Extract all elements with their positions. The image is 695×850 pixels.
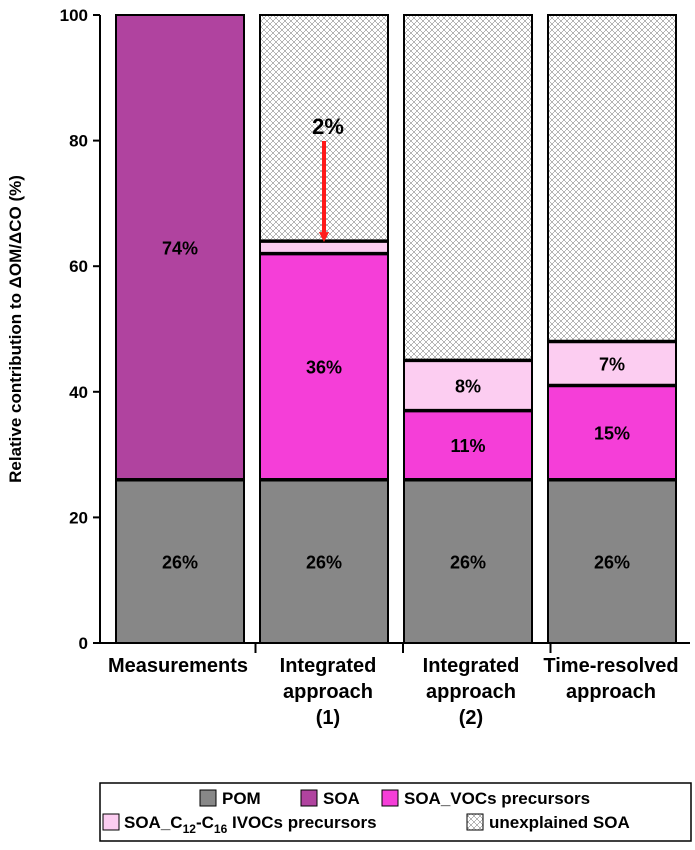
data-label: 7% — [599, 355, 625, 375]
legend-label-unexpl: unexplained SOA — [489, 813, 630, 832]
subscript: 12 — [183, 822, 197, 836]
x-category-label: Measurements — [108, 655, 248, 677]
bar-segment-pom — [115, 478, 245, 644]
legend-label-soa: SOA — [323, 789, 360, 808]
bar-segment-pom — [547, 478, 677, 644]
data-label: 11% — [450, 436, 485, 456]
legend-swatch-voc — [381, 789, 399, 807]
bar-segment-pom — [259, 478, 389, 644]
x-category-label: approach — [566, 681, 656, 703]
legend-text: IVOCs precursors — [227, 813, 376, 832]
legend-label-pom: POM — [222, 789, 261, 808]
legend-swatch-soa — [300, 789, 318, 807]
annotations: 2% — [312, 114, 344, 243]
x-category-label: (1) — [316, 707, 340, 729]
bar-segment-unexpl — [403, 14, 533, 362]
y-tick-label: 20 — [69, 508, 88, 527]
y-tick-label: 40 — [69, 383, 88, 402]
data-label: 26% — [594, 552, 630, 572]
legend: POM SOA SOA_VOCs precursors SOA_C12-C16 IVO… — [99, 782, 692, 842]
bar-segment-ivoc — [259, 240, 389, 255]
y-tick-label: 0 — [79, 634, 88, 653]
y-tick-label: 80 — [69, 132, 88, 151]
legend-swatch-pom — [199, 789, 217, 807]
data-label: 74% — [162, 238, 198, 258]
annotation-label: 2% — [312, 114, 344, 139]
legend-label-ivoc: SOA_C12-C16 IVOCs precursors — [124, 813, 377, 836]
data-label: 15% — [594, 424, 630, 444]
data-label: 8% — [455, 377, 481, 397]
x-category-label: Integrated — [423, 655, 520, 677]
y-axis-label: Relative contribution to ΔOM/ΔCO (%) — [6, 175, 25, 483]
x-category-label: Integrated — [280, 655, 377, 677]
legend-swatch-unexpl — [466, 813, 484, 831]
bars: 26% 74% 26% 36% 26% 11% 8% 26% 15% 7% — [115, 14, 677, 644]
bar-segment-voc — [547, 384, 677, 481]
x-category-label: approach — [283, 681, 373, 703]
x-category-label: Time-resolved — [543, 655, 678, 677]
data-label: 26% — [450, 552, 486, 572]
x-category-label: approach — [426, 681, 516, 703]
legend-text: SOA_C — [124, 813, 183, 832]
y-tick-label: 60 — [69, 257, 88, 276]
legend-swatch-ivoc — [102, 813, 120, 831]
data-label: 26% — [306, 552, 342, 572]
y-tick-label: 100 — [60, 6, 88, 25]
subscript: 16 — [214, 822, 228, 836]
data-label: 26% — [162, 552, 198, 572]
bar-segment-pom — [403, 478, 533, 644]
data-label: 36% — [306, 358, 342, 378]
legend-label-voc: SOA_VOCs precursors — [404, 789, 590, 808]
x-category-label: (2) — [459, 707, 483, 729]
bar-segment-unexpl — [547, 14, 677, 343]
bar-segment-voc — [259, 252, 389, 481]
legend-text: -C — [196, 813, 214, 832]
